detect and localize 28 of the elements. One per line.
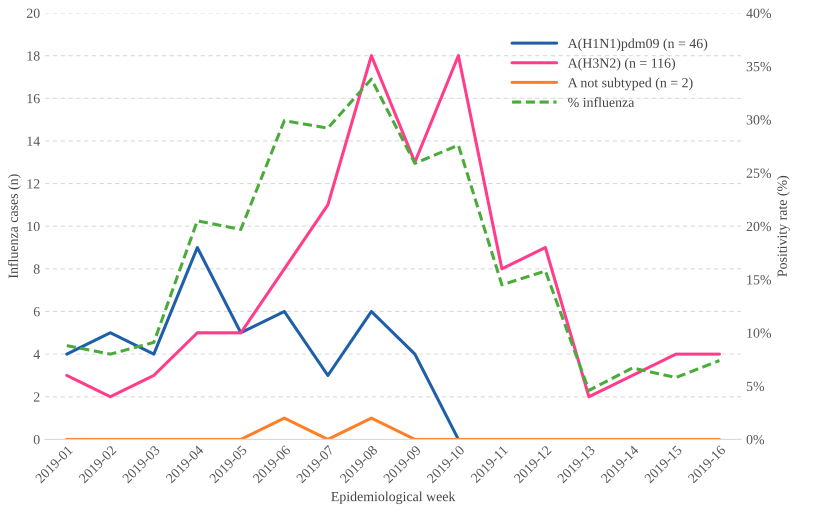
y-tick-label: 14 <box>28 136 40 146</box>
y2-tick-label: 20% <box>746 222 772 232</box>
y-tick-label: 10 <box>28 222 40 232</box>
y2-tick-label: 5% <box>746 382 764 392</box>
y-tick-label: 20 <box>26 8 40 18</box>
y2-tick-label: 40% <box>746 8 772 18</box>
line-series <box>65 246 460 440</box>
legend-label: A(H3N2) (n = 116) <box>568 58 676 71</box>
y-tick-label: 12 <box>28 179 40 188</box>
y-tick-label: 0 <box>34 434 40 444</box>
y-tick-label: 8 <box>34 264 40 274</box>
y2-tick-label: 0% <box>746 434 764 444</box>
y-tick-label: 16 <box>28 94 40 104</box>
legend-label: A not subtyped (n = 2) <box>568 78 693 90</box>
legend-label: A(H1N1)pdm09 (n = 46) <box>568 38 708 51</box>
y2-tick-label: 15% <box>747 275 772 284</box>
legend-label: % influenza <box>568 97 634 108</box>
y-tick-label: 18 <box>28 51 40 61</box>
y-tick-label: 2 <box>34 392 40 402</box>
y-tick-label: 4 <box>34 350 40 359</box>
x-axis-title: Epidemiological week <box>331 491 456 504</box>
y2-tick-label: 30% <box>746 115 772 125</box>
y-tick-label: 6 <box>34 307 40 316</box>
y2-tick-label: 35% <box>746 62 772 72</box>
y2-axis-title: Positivity rate (%) <box>777 176 790 277</box>
y-axis-title: Influenza cases (n) <box>8 174 21 278</box>
y2-tick-label: 25% <box>746 168 772 178</box>
y2-tick-label: 10% <box>747 328 772 338</box>
